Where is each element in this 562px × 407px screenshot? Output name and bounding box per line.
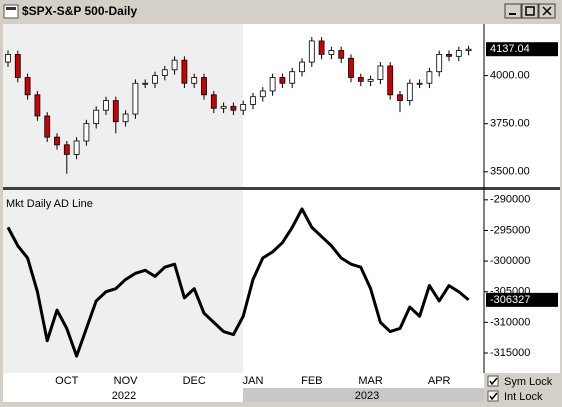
y-tick-label: -315000 — [490, 347, 530, 359]
int-lock-label: Int Lock — [504, 391, 543, 403]
candle-body — [426, 71, 433, 84]
candle-body — [103, 100, 109, 111]
month-label: APR — [428, 375, 451, 387]
last-value-box — [486, 292, 558, 307]
pane-separator — [3, 187, 560, 190]
candle-body — [201, 77, 207, 96]
sym-lock-label: Sym Lock — [504, 376, 553, 388]
candle-body — [191, 77, 198, 84]
title-bar — [2, 2, 560, 22]
candle-body — [132, 82, 139, 115]
maximize-glyph — [525, 6, 535, 16]
candle-body — [24, 77, 31, 96]
month-axis-bg — [3, 373, 484, 388]
candle-body — [240, 104, 247, 111]
candle-body — [250, 96, 256, 105]
candle-body — [14, 53, 21, 78]
year-label: 2023 — [355, 390, 379, 402]
candle-body — [73, 140, 80, 155]
window-title: $SPX-S&P 500-Daily — [22, 4, 137, 18]
month-label: MAR — [358, 375, 383, 387]
y-tick-label: -300000 — [490, 255, 530, 267]
candle-body — [406, 82, 413, 101]
candle-body — [348, 57, 354, 78]
candle-body — [54, 136, 60, 146]
month-label: DEC — [183, 375, 206, 387]
candle-body — [299, 61, 305, 73]
candle-body — [122, 113, 129, 123]
candle-body — [161, 69, 168, 76]
candle-body — [289, 71, 296, 84]
candle-body — [34, 94, 41, 117]
y-tick-label: 3750.00 — [490, 118, 530, 130]
y-tick-label: 4000.00 — [490, 69, 530, 81]
candle-body — [357, 77, 364, 82]
candle-body — [112, 100, 119, 123]
candle-body — [44, 115, 51, 138]
candle-body — [338, 50, 345, 59]
y-tick-label: -295000 — [490, 224, 530, 236]
last-value-label: 4137.04 — [490, 43, 530, 55]
candle-body — [142, 82, 149, 85]
candle-body — [5, 53, 11, 63]
candle-body — [387, 65, 394, 96]
candle-body — [230, 105, 237, 111]
candle-body — [269, 77, 276, 92]
close-glyph — [542, 6, 552, 16]
month-label: FEB — [301, 375, 322, 387]
y-tick-label: 3500.00 — [490, 166, 530, 178]
maximize-button[interactable] — [521, 3, 539, 19]
candle-body — [367, 79, 374, 82]
ad-title: Mkt Daily AD Line — [6, 198, 93, 210]
candle-body — [83, 123, 90, 142]
candle-body — [318, 40, 325, 55]
candle-body — [210, 94, 217, 109]
ad-line — [6, 207, 470, 358]
month-label: NOV — [114, 375, 139, 387]
candle-body — [220, 105, 227, 109]
sym-lock-checkbox[interactable] — [487, 375, 499, 387]
year-label: 2022 — [112, 390, 136, 402]
candle-body — [152, 75, 158, 84]
ad-axis-bg — [484, 190, 560, 373]
int-lock-checkbox[interactable] — [487, 390, 499, 402]
candle-body — [455, 50, 462, 57]
candle-body — [308, 40, 315, 63]
sym-lock-check — [489, 377, 498, 386]
month-label: JAN — [243, 375, 264, 387]
y-tick-label: -310000 — [490, 316, 530, 328]
candle-body — [181, 59, 188, 84]
candle-body — [93, 109, 100, 125]
candle-body — [465, 48, 472, 51]
month-label: OCT — [55, 375, 79, 387]
candle-body — [416, 82, 423, 85]
year-2023-bg — [243, 388, 484, 402]
candle-body — [328, 50, 335, 55]
minimize-button[interactable] — [504, 3, 522, 19]
last-value-box — [486, 42, 558, 57]
candle-body — [436, 53, 443, 73]
candle-body — [279, 77, 286, 84]
candle-body — [171, 59, 178, 71]
candle-body — [397, 94, 403, 101]
candle-body — [377, 65, 384, 80]
candle-body — [446, 53, 452, 57]
year-2022-bg — [3, 388, 243, 402]
window-icon-bar — [6, 7, 16, 10]
y-tick-label: -290000 — [490, 194, 530, 206]
int-lock-check — [489, 392, 498, 401]
candle-body — [63, 144, 70, 155]
window-icon — [3, 4, 19, 19]
window-buttons — [504, 3, 556, 19]
candle-body — [259, 90, 266, 98]
price-plot-2022-shade — [3, 24, 243, 187]
last-value-label: -306327 — [490, 294, 530, 306]
